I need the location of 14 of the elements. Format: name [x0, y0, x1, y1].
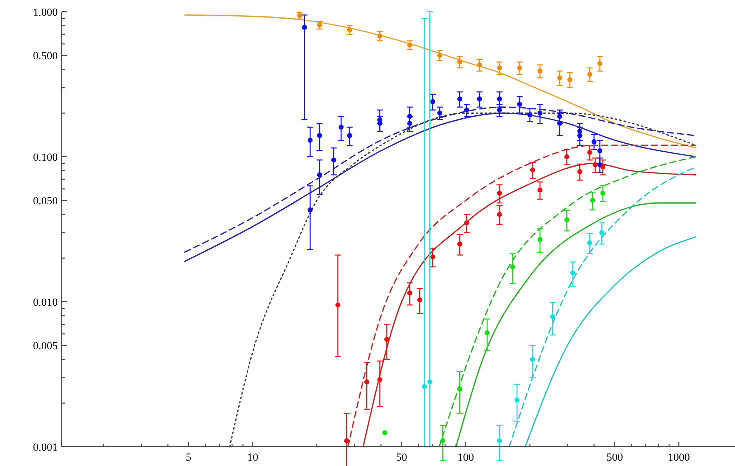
x-tick-label: 100 — [458, 452, 475, 464]
y-tick-label: 0.010 — [33, 297, 58, 309]
x-tick-label: 50 — [396, 452, 408, 464]
y-tick-label: 0.500 — [33, 50, 58, 63]
x-tick-label: 5 — [186, 452, 192, 464]
line-series — [438, 156, 697, 448]
x-tick-label: 10 — [247, 452, 259, 464]
y-tick-label: 0.050 — [33, 196, 58, 208]
y-tick-label: 1.000 — [33, 7, 58, 19]
y-tick-label: 0.005 — [33, 340, 58, 353]
x-tick-label: 1000 — [668, 452, 691, 464]
x-tick-label: 500 — [606, 452, 624, 464]
y-tick-label: 0.001 — [33, 442, 58, 454]
y-tick-label: 0.100 — [33, 152, 58, 164]
